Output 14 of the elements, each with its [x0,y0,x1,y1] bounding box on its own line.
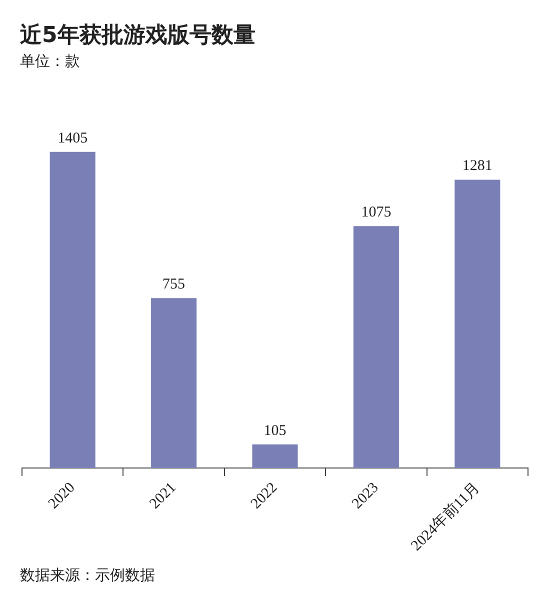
chart-subtitle: 单位：款 [20,52,80,71]
bar [252,444,298,468]
bar [454,180,500,468]
data-label: 755 [162,276,186,293]
bar [151,298,197,468]
bar [353,226,399,468]
data-label: 1075 [361,204,392,221]
data-label: 1281 [462,158,492,174]
x-tick-label: 2021 [146,480,180,512]
bar [50,152,96,468]
data-label: 105 [264,422,286,439]
chart-title: 近5年获批游戏版号数量 [20,22,256,50]
data-label: 1405 [58,130,88,146]
source-note: 数据来源：示例数据 [20,566,155,585]
